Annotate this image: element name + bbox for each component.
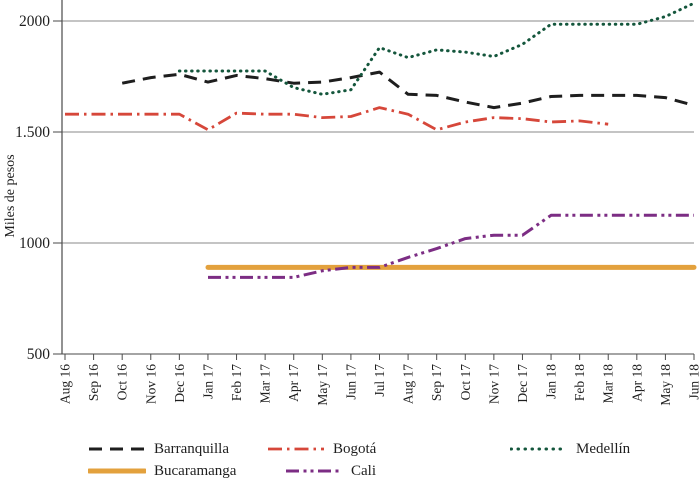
x-tick-label: Sep 16 (86, 364, 101, 401)
series-bogotá (65, 106, 609, 132)
series-medellín (177, 1, 696, 96)
x-tick-label: Apr 18 (629, 364, 644, 402)
x-tick-label: May 18 (658, 364, 673, 406)
x-tick-label: Mar 18 (601, 364, 616, 404)
x-tick-label: Feb 17 (229, 364, 244, 401)
y-tick-label: 500 (27, 346, 51, 363)
x-tick-label: Feb 18 (572, 364, 587, 401)
line-chart: 2000 1.500 1000 500 Aug 16 Sep 16 Oct 16 Nov 16… (3, 0, 699, 406)
x-tick-label: Jan 17 (200, 364, 215, 399)
x-tick-label: Dec 17 (515, 364, 530, 403)
x-tick-label: Mar 17 (258, 364, 273, 404)
x-tick-label: Jun 18 (687, 364, 699, 400)
x-tick-label: Aug 17 (401, 364, 416, 404)
legend-label-medellin: Medellín (576, 441, 631, 457)
legend-swatch-bogota (268, 447, 324, 451)
legend-label-cali: Cali (351, 463, 376, 479)
legend-swatch-barranquilla (89, 447, 145, 451)
x-tick-label: Oct 17 (458, 364, 473, 401)
series-cali (208, 213, 694, 279)
legend-item-bogota: Bogotá (267, 441, 376, 457)
legend-item-bucaramanga: Bucaramanga (88, 463, 236, 479)
legend-label-barranquilla: Barranquilla (154, 441, 229, 457)
y-tick-label: 1.500 (15, 124, 50, 141)
x-tick-label: Dec 16 (172, 364, 187, 403)
series-barranquilla (121, 70, 695, 110)
x-tick-label: Sep 17 (429, 364, 444, 401)
legend-swatch-bucaramanga (88, 468, 146, 474)
x-tick-label: Nov 16 (143, 364, 158, 404)
legend-label-bucaramanga: Bucaramanga (154, 463, 237, 479)
legend-item-medellin: Medellín (510, 441, 630, 457)
x-tick-label: Oct 16 (115, 364, 130, 401)
legend-swatch-cali (286, 469, 342, 473)
y-axis-title: Miles de pesos (3, 154, 18, 237)
x-tick-label: Aug 16 (58, 364, 73, 404)
x-tick-label: Jun 17 (343, 364, 358, 400)
x-tick-label: Apr 17 (286, 364, 301, 402)
x-tick-label: Jan 18 (544, 364, 559, 399)
x-tick-label: Jul 17 (372, 364, 387, 397)
y-tick-label: 1000 (19, 235, 50, 252)
legend-label-bogota: Bogotá (333, 441, 377, 457)
x-tick-label: May 17 (315, 364, 330, 406)
legend-item-barranquilla: Barranquilla (88, 441, 229, 457)
legend-item-cali: Cali (285, 463, 376, 479)
x-tick-label: Nov 17 (486, 364, 501, 404)
legend-swatch-medellin (510, 447, 568, 451)
y-tick-label: 2000 (19, 13, 50, 30)
